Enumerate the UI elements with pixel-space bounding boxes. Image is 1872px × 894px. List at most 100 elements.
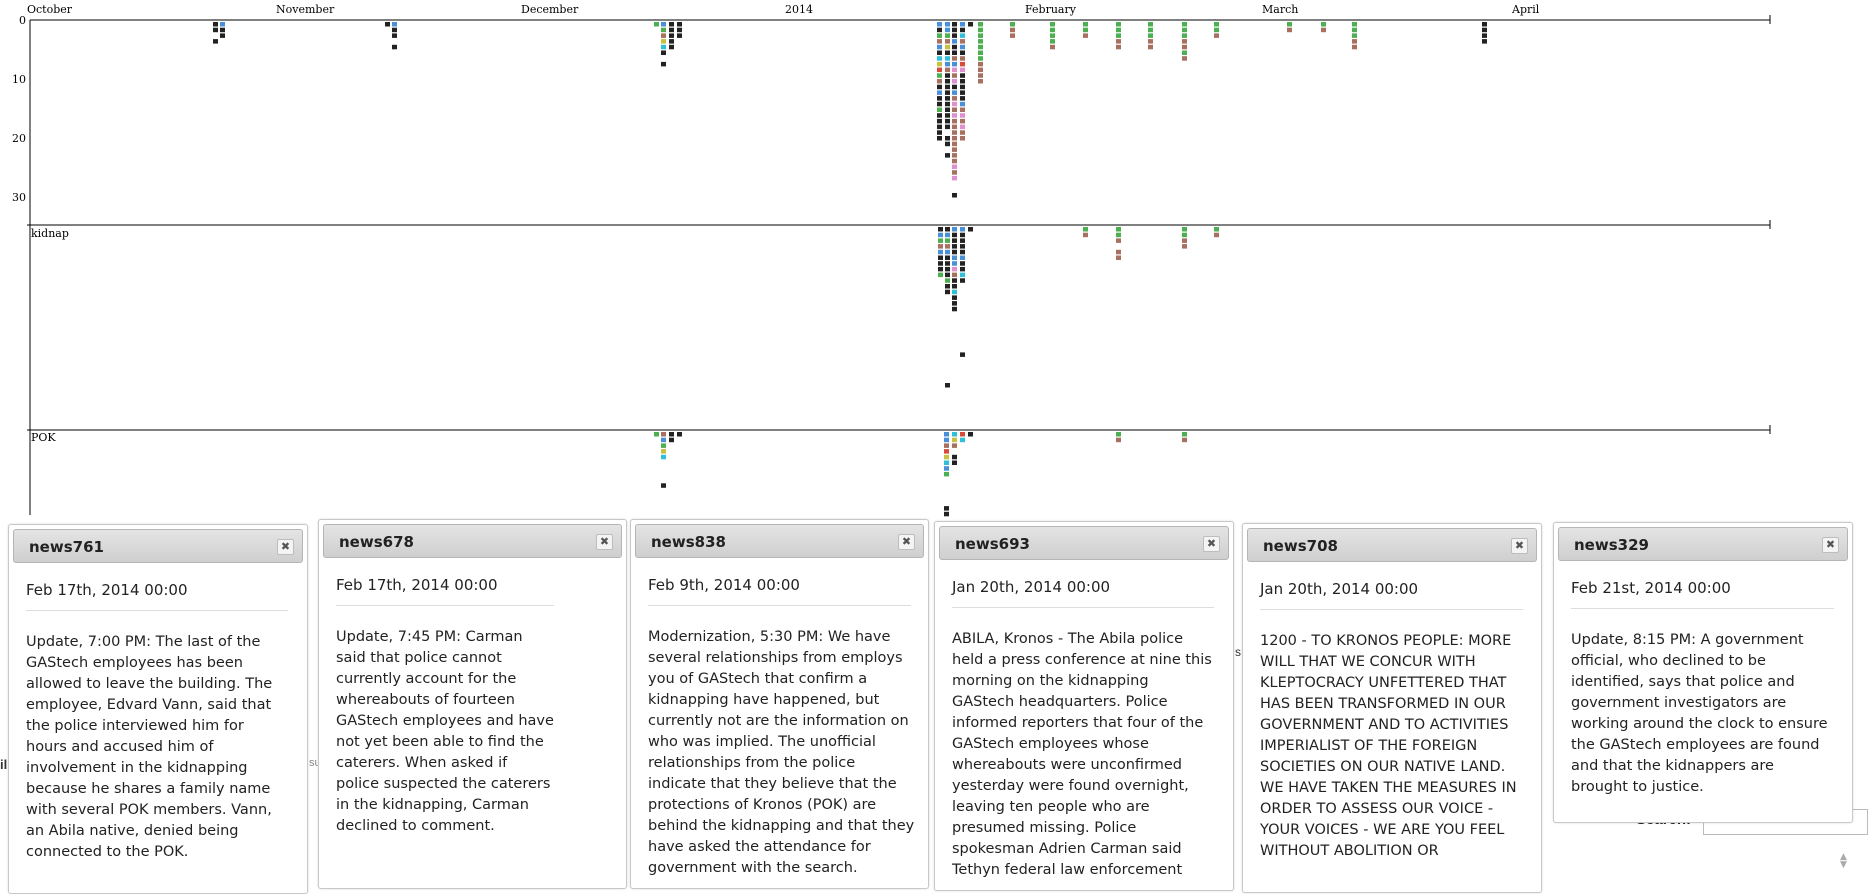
event-mark[interactable] <box>952 306 957 312</box>
event-mark[interactable] <box>1482 27 1487 33</box>
event-mark[interactable] <box>952 22 957 27</box>
event-mark[interactable] <box>960 437 965 443</box>
event-mark[interactable] <box>960 249 965 255</box>
event-mark[interactable] <box>944 449 949 454</box>
event-mark[interactable] <box>945 67 950 73</box>
event-mark[interactable] <box>945 107 950 113</box>
event-mark[interactable] <box>1287 22 1292 27</box>
event-mark[interactable] <box>1482 22 1487 27</box>
event-mark[interactable] <box>220 22 225 27</box>
event-mark[interactable] <box>952 454 957 460</box>
event-mark[interactable] <box>937 136 942 141</box>
event-mark[interactable] <box>661 44 666 50</box>
event-mark[interactable] <box>1182 44 1187 50</box>
event-mark[interactable] <box>944 471 949 477</box>
event-mark[interactable] <box>952 67 957 73</box>
card-header[interactable]: news761 ✖ <box>13 529 303 563</box>
event-mark[interactable] <box>937 118 942 124</box>
event-mark[interactable] <box>1050 33 1055 38</box>
event-mark[interactable] <box>952 56 957 61</box>
event-mark[interactable] <box>952 33 957 38</box>
event-mark[interactable] <box>1116 249 1121 255</box>
event-mark[interactable] <box>952 130 957 135</box>
event-mark[interactable] <box>1010 22 1015 27</box>
event-mark[interactable] <box>661 437 666 443</box>
event-mark[interactable] <box>1010 27 1015 33</box>
event-mark[interactable] <box>952 437 957 443</box>
event-mark[interactable] <box>952 289 957 295</box>
event-mark[interactable] <box>1148 44 1153 50</box>
event-mark[interactable] <box>960 136 965 141</box>
event-mark[interactable] <box>937 33 942 38</box>
event-mark[interactable] <box>1321 27 1326 33</box>
event-mark[interactable] <box>937 50 942 56</box>
event-mark[interactable] <box>937 107 942 113</box>
close-icon[interactable]: ✖ <box>1203 536 1220 552</box>
event-mark[interactable] <box>669 27 674 33</box>
event-mark[interactable] <box>952 90 957 95</box>
event-mark[interactable] <box>960 22 965 27</box>
event-mark[interactable] <box>944 437 949 443</box>
event-mark[interactable] <box>945 101 950 107</box>
event-mark[interactable] <box>960 278 965 283</box>
event-mark[interactable] <box>661 449 666 454</box>
event-mark[interactable] <box>952 118 957 124</box>
event-mark[interactable] <box>938 244 943 249</box>
event-mark[interactable] <box>1010 33 1015 38</box>
news-card[interactable]: news329 ✖ Feb 21st, 2014 00:00 Update, 8… <box>1553 522 1853 823</box>
event-mark[interactable] <box>945 141 950 147</box>
event-mark[interactable] <box>978 50 983 56</box>
event-mark[interactable] <box>960 118 965 124</box>
event-mark[interactable] <box>952 50 957 56</box>
event-mark[interactable] <box>952 432 957 437</box>
event-mark[interactable] <box>1083 227 1088 232</box>
event-mark[interactable] <box>937 113 942 118</box>
event-mark[interactable] <box>945 50 950 56</box>
event-mark[interactable] <box>938 249 943 255</box>
event-mark[interactable] <box>661 432 666 437</box>
event-mark[interactable] <box>1182 56 1187 61</box>
event-mark[interactable] <box>1116 238 1121 243</box>
event-mark[interactable] <box>937 130 942 135</box>
event-mark[interactable] <box>945 27 950 33</box>
event-mark[interactable] <box>960 124 965 130</box>
event-mark[interactable] <box>945 118 950 124</box>
event-mark[interactable] <box>392 33 397 38</box>
news-card[interactable]: news693 ✖ Jan 20th, 2014 00:00 ABILA, Kr… <box>934 521 1234 891</box>
event-mark[interactable] <box>1321 22 1326 27</box>
event-mark[interactable] <box>945 244 950 249</box>
event-mark[interactable] <box>945 383 950 388</box>
event-mark[interactable] <box>213 22 218 27</box>
event-mark[interactable] <box>1050 27 1055 33</box>
event-mark[interactable] <box>960 101 965 107</box>
event-mark[interactable] <box>1116 44 1121 50</box>
event-mark[interactable] <box>952 460 957 466</box>
event-mark[interactable] <box>1352 33 1357 38</box>
event-mark[interactable] <box>937 84 942 90</box>
event-mark[interactable] <box>1182 50 1187 56</box>
event-mark[interactable] <box>960 261 965 266</box>
event-mark[interactable] <box>1050 22 1055 27</box>
event-mark[interactable] <box>952 164 957 170</box>
event-mark[interactable] <box>937 67 942 73</box>
event-mark[interactable] <box>661 27 666 33</box>
event-mark[interactable] <box>669 39 674 44</box>
event-mark[interactable] <box>1116 33 1121 38</box>
event-mark[interactable] <box>945 90 950 95</box>
event-mark[interactable] <box>944 466 949 471</box>
event-mark[interactable] <box>938 255 943 261</box>
event-mark[interactable] <box>1148 33 1153 38</box>
event-mark[interactable] <box>978 61 983 67</box>
event-mark[interactable] <box>1214 232 1219 238</box>
card-header[interactable]: news708 ✖ <box>1247 528 1537 562</box>
event-mark[interactable] <box>978 33 983 38</box>
event-mark[interactable] <box>952 39 957 44</box>
event-mark[interactable] <box>1116 432 1121 437</box>
event-mark[interactable] <box>213 39 218 44</box>
event-mark[interactable] <box>968 22 973 27</box>
event-mark[interactable] <box>1214 27 1219 33</box>
event-mark[interactable] <box>1116 437 1121 443</box>
event-mark[interactable] <box>938 266 943 272</box>
event-mark[interactable] <box>945 124 950 130</box>
event-mark[interactable] <box>220 33 225 38</box>
